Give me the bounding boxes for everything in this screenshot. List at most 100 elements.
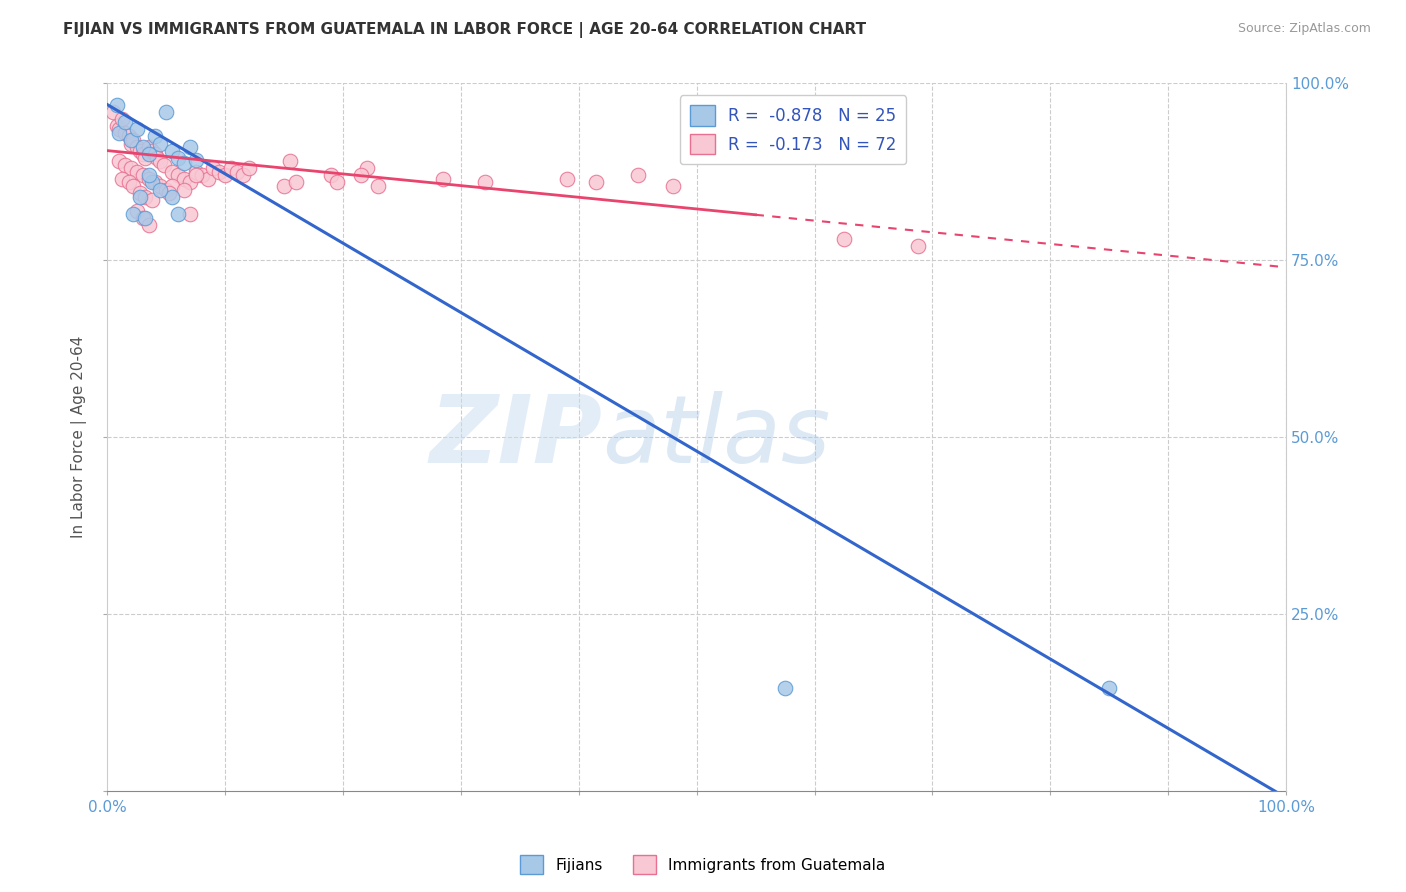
- Point: [226, 165, 249, 179]
- Point: [110, 172, 132, 186]
- Point: [356, 161, 378, 176]
- Point: [326, 176, 349, 190]
- Point: [432, 172, 454, 186]
- Point: [114, 158, 136, 172]
- Point: [179, 140, 201, 154]
- Point: [184, 153, 207, 167]
- Point: [122, 207, 145, 221]
- Point: [555, 172, 578, 186]
- Point: [134, 211, 156, 225]
- Point: [219, 161, 242, 176]
- Point: [132, 169, 155, 183]
- Point: [278, 154, 301, 169]
- Point: [125, 203, 148, 218]
- Point: [160, 144, 183, 158]
- Point: [129, 144, 152, 158]
- Point: [143, 147, 166, 161]
- Point: [238, 161, 260, 176]
- Point: [179, 207, 201, 221]
- Point: [155, 182, 177, 196]
- Point: [149, 154, 172, 169]
- Point: [273, 178, 295, 193]
- Point: [149, 136, 172, 151]
- Point: [149, 178, 172, 193]
- Point: [214, 169, 236, 183]
- Point: [120, 133, 142, 147]
- Text: ZIP: ZIP: [429, 391, 602, 483]
- Point: [125, 165, 148, 179]
- Point: [129, 189, 152, 203]
- Point: [108, 154, 131, 169]
- Point: [167, 151, 190, 165]
- Point: [117, 176, 139, 190]
- Point: [907, 239, 929, 253]
- Point: [155, 104, 177, 119]
- Text: Source: ZipAtlas.com: Source: ZipAtlas.com: [1237, 22, 1371, 36]
- Point: [110, 112, 132, 126]
- Point: [105, 119, 128, 133]
- Point: [143, 129, 166, 144]
- Point: [132, 211, 155, 225]
- Point: [134, 151, 156, 165]
- Point: [184, 165, 207, 179]
- Point: [167, 207, 190, 221]
- Legend: R =  -0.878   N = 25, R =  -0.173   N = 72: R = -0.878 N = 25, R = -0.173 N = 72: [679, 95, 907, 164]
- Point: [160, 189, 183, 203]
- Point: [132, 140, 155, 154]
- Point: [1098, 681, 1121, 695]
- Point: [367, 178, 389, 193]
- Point: [120, 161, 142, 176]
- Point: [141, 176, 163, 190]
- Point: [173, 155, 195, 169]
- Point: [138, 147, 160, 161]
- Point: [585, 176, 607, 190]
- Point: [146, 151, 169, 165]
- Point: [129, 186, 152, 200]
- Point: [120, 136, 142, 151]
- Point: [138, 218, 160, 232]
- Point: [173, 182, 195, 196]
- Point: [321, 169, 343, 183]
- Point: [108, 126, 131, 140]
- Point: [114, 126, 136, 140]
- Point: [160, 178, 183, 193]
- Point: [284, 176, 307, 190]
- Point: [179, 176, 201, 190]
- Point: [157, 186, 180, 200]
- Point: [232, 169, 254, 183]
- Point: [474, 176, 496, 190]
- Point: [122, 133, 145, 147]
- Point: [143, 176, 166, 190]
- Point: [134, 189, 156, 203]
- Point: [208, 165, 231, 179]
- Point: [173, 172, 195, 186]
- Point: [125, 140, 148, 154]
- Point: [190, 169, 212, 183]
- Y-axis label: In Labor Force | Age 20-64: In Labor Force | Age 20-64: [72, 335, 87, 538]
- Point: [138, 169, 160, 183]
- Point: [832, 232, 855, 246]
- Point: [141, 193, 163, 207]
- Point: [184, 169, 207, 183]
- Point: [138, 172, 160, 186]
- Point: [103, 104, 125, 119]
- Point: [138, 140, 160, 154]
- Point: [108, 122, 131, 136]
- Point: [160, 165, 183, 179]
- Point: [153, 158, 176, 172]
- Point: [141, 144, 163, 158]
- Text: atlas: atlas: [602, 392, 831, 483]
- Point: [202, 161, 225, 176]
- Point: [197, 172, 219, 186]
- Point: [149, 182, 172, 196]
- Point: [117, 129, 139, 144]
- Point: [773, 681, 796, 695]
- Point: [122, 178, 145, 193]
- Point: [132, 147, 155, 161]
- Point: [350, 169, 373, 183]
- Point: [662, 178, 685, 193]
- Text: FIJIAN VS IMMIGRANTS FROM GUATEMALA IN LABOR FORCE | AGE 20-64 CORRELATION CHART: FIJIAN VS IMMIGRANTS FROM GUATEMALA IN L…: [63, 22, 866, 38]
- Point: [114, 115, 136, 129]
- Point: [627, 169, 650, 183]
- Point: [105, 97, 128, 112]
